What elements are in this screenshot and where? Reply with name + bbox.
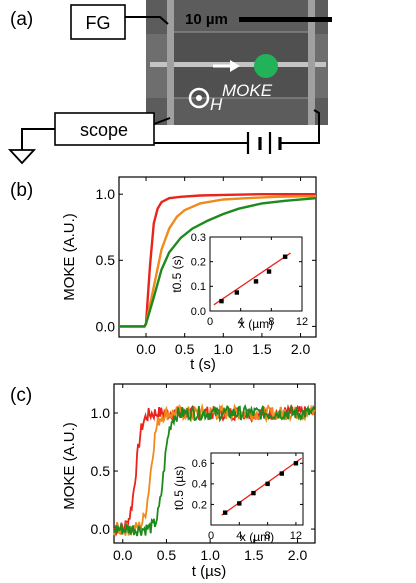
chart-b-inset-ytick-label: 0.1	[191, 281, 206, 293]
chart-c-ylabel: MOKE (A.U.)	[61, 422, 78, 510]
chart-b-ytick-label: 0.5	[96, 252, 116, 268]
chart-c-series-3	[113, 403, 316, 537]
chart-b-inset-xlabel: x (µm)	[239, 317, 273, 331]
panel-b-label: (b)	[10, 180, 33, 201]
sem-electrode-left	[167, 0, 174, 125]
chart-b-xtick-label: 0.0	[136, 341, 156, 357]
chart-c-inset-point	[251, 490, 256, 496]
chart-c-inset-point	[222, 510, 228, 515]
panel-a-label: (a)	[10, 9, 33, 30]
chart-b-ylabel: MOKE (A.U.)	[61, 213, 78, 301]
chart-b-xtick-label: 0.5	[175, 341, 195, 357]
chart-b-inset-ytick-label: 0.2	[191, 257, 206, 269]
chart-c-inset-xtick-label: 0	[208, 530, 214, 542]
chart-c-inset-ylabel: t0.5 (µs)	[172, 466, 186, 510]
chart-b-inset-fit-line	[213, 252, 291, 306]
ground-icon	[7, 149, 37, 165]
chart-b-series-3	[119, 197, 317, 328]
chart-c-ytick-label: 0.5	[91, 463, 111, 479]
chart-c: 0.0 0.5 1.0 1.5 2.0 0.0 0.5 1.0 t (µs) MOKE (A.…	[61, 383, 316, 580]
chart-b-ytick-label: 0.0	[96, 318, 116, 334]
chart-c-xtick-label: 0.5	[157, 547, 177, 563]
chart-c-inset-xtick-label: 8	[265, 530, 271, 542]
chart-b-inset-ytick-label: 0.3	[191, 232, 206, 244]
chart-c-inset-xtick-label: 12	[290, 530, 302, 542]
chart-c-inset-ytick-label: 0.4	[192, 479, 207, 491]
chart-c-inset-point	[279, 471, 284, 476]
chart-c-ytick-label: 1.0	[91, 405, 111, 421]
chart-b-inset-ytick-label: 0.0	[191, 306, 206, 318]
chart-b-inset-point	[219, 298, 224, 304]
chart-c-xlabel: t (µs)	[192, 563, 226, 580]
oscilloscope-box	[54, 112, 155, 146]
chart-b-inset-xtick-label: 0	[207, 316, 213, 328]
chart-b-inset-point	[266, 269, 272, 274]
chart-b-inset-point	[282, 254, 288, 259]
chart-c-xtick-label: 1.0	[200, 547, 220, 563]
panel-c-label: (c)	[10, 385, 32, 406]
chart-b-inset-point	[234, 290, 240, 295]
chart-c-inset-xtick-label: 4	[236, 530, 242, 542]
chart-b-xtick-label: 2.0	[291, 341, 311, 357]
oscilloscope-label: scope	[80, 120, 128, 140]
chart-b-inset: 0 4 8 12 0.0 0.1 0.2 0.3 x (µm) t0.5 (s)	[170, 232, 308, 331]
chart-b-inset-xtick-label: 12	[296, 316, 308, 328]
scale-bar-label: 10 µm	[185, 11, 228, 28]
chart-b-inset-ylabel: t0.5 (s)	[170, 255, 184, 292]
chart-c-ytick-label: 0.0	[91, 521, 111, 537]
domain-wall-arrowhead	[230, 60, 240, 72]
fg-wire	[125, 16, 169, 25]
function-generator-label: FG	[86, 13, 111, 33]
field-out-of-plane-icon	[188, 87, 210, 109]
chart-c-inset-point	[265, 481, 270, 487]
chart-b-inset-frame	[209, 236, 303, 312]
battery-wire-right	[281, 109, 320, 144]
chart-c-inset-fit-line	[221, 457, 302, 516]
sem-nanowire	[150, 62, 326, 67]
chart-c-inset-ytick-label: 0.6	[192, 458, 207, 470]
chart-c-inset-ytick-label: 0.2	[192, 499, 207, 511]
function-generator-box	[70, 4, 126, 40]
chart-b-inset-point	[253, 279, 259, 284]
scale-bar	[239, 17, 332, 22]
chart-b-inset-xtick-label: 8	[268, 316, 274, 328]
chart-b-xtick-label: 1.5	[252, 341, 272, 357]
chart-c-inset: 0 4 8 12 0.2 0.4 0.6 x (µm) t0.5 (µs)	[172, 452, 304, 544]
chart-c-frame	[113, 383, 316, 544]
chart-c-xtick-label: 1.5	[244, 547, 264, 563]
chart-b-frame	[118, 176, 317, 338]
chart-c-inset-point	[237, 501, 242, 506]
chart-b-ytick-label: 1.0	[96, 186, 116, 202]
chart-b-xtick-label: 1.0	[214, 341, 234, 357]
chart-c-series-2	[113, 403, 316, 537]
scope-wire	[153, 117, 171, 125]
chart-c-inset-point	[293, 461, 299, 466]
chart-c-xtick-label: 2.0	[288, 547, 308, 563]
chart-b-inset-xtick-label: 4	[238, 316, 244, 328]
chart-c-xtick-label: 0.0	[113, 547, 133, 563]
moke-label: MOKE	[222, 81, 273, 100]
field-label: H	[210, 95, 223, 114]
moke-laser-spot	[254, 54, 278, 78]
chart-b: 0.0 0.5 1.0 1.5 2.0 0.0 0.5 1.0 t (s) MOKE (A.U…	[61, 176, 317, 373]
sem-electrode-right	[308, 0, 315, 125]
chart-b-xlabel: t (s)	[190, 356, 216, 373]
chart-c-inset-xlabel: x (µm)	[240, 530, 274, 544]
ground-wire	[21, 128, 55, 150]
